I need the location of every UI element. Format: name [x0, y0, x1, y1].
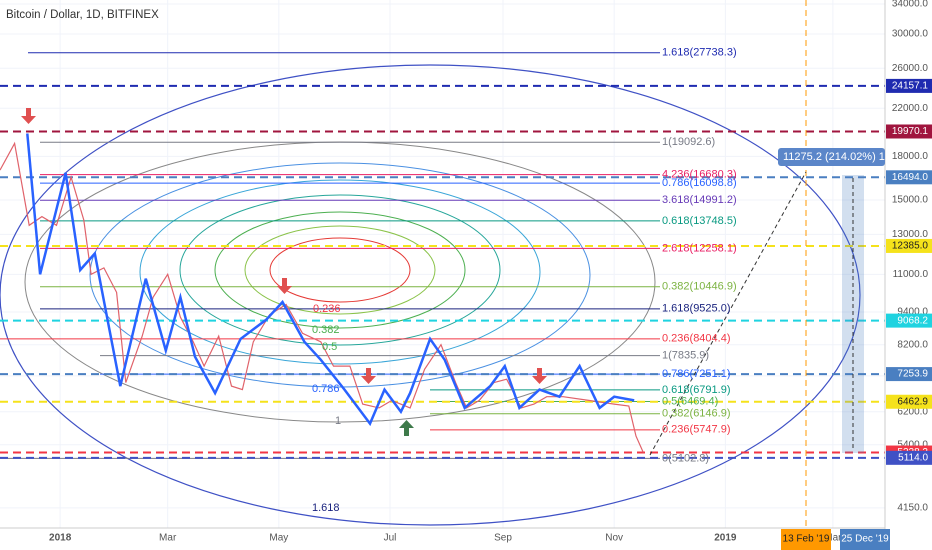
- fib-label: 1.618(9525.0): [662, 303, 731, 315]
- price-tag-label: 6462.9: [897, 396, 928, 407]
- y-tick-label: 6200.0: [897, 406, 928, 417]
- chart-title: Bitcoin / Dollar, 1D, BITFINEX: [6, 9, 159, 21]
- y-tick-label: 13000.0: [892, 229, 929, 240]
- fib-label: 0.618(13748.5): [662, 215, 737, 227]
- measure-box: [778, 148, 885, 166]
- fib-label: 2.618(12258.1): [662, 242, 737, 254]
- price-tag-label: 16494.0: [892, 172, 929, 183]
- y-tick-label: 34000.0: [892, 0, 929, 10]
- measure-label: 11275.2 (214.02%) 1: [783, 151, 885, 163]
- x-tick-label: May: [269, 533, 288, 544]
- y-tick-label: 4150.0: [897, 503, 928, 514]
- fib-label: 0.382(10446.9): [662, 281, 737, 293]
- fib-label: 4.236(16680.3): [662, 169, 737, 181]
- y-tick-label: 18000.0: [892, 151, 929, 162]
- date-tag: [840, 529, 890, 550]
- zigzag-line: [26, 133, 635, 427]
- y-tick-label: 8200.0: [897, 339, 928, 350]
- fib-level-label: 0.236: [313, 303, 341, 315]
- labels: 34000.0 30000.0 26000.0 22000.0 18000.0 15000…: [49, 0, 932, 550]
- price-tag-label: 24157.1: [892, 81, 929, 92]
- fib-label: 0.382(6146.9): [662, 408, 731, 420]
- x-tick-label: Sep: [494, 533, 512, 544]
- price-tag-label: 9068.2: [897, 315, 928, 326]
- y-tick-label: 5400.0: [897, 439, 928, 450]
- price-tag: [886, 238, 932, 253]
- x-tick-label: 2019: [714, 533, 737, 544]
- price-line: [0, 141, 644, 453]
- fib-level-label: 1: [335, 415, 341, 427]
- y-tick-label: 22000.0: [892, 103, 929, 114]
- price-tag: [886, 394, 932, 409]
- price-tag-label: 5114.0: [898, 452, 928, 463]
- fib-label: 0.236(5747.9): [662, 424, 731, 436]
- price-tag: [886, 170, 932, 185]
- date-tag: [781, 529, 831, 550]
- fib-label: 3.618(14991.2): [662, 194, 737, 206]
- x-tick-label: Mar: [159, 533, 177, 544]
- fib-label: 0.786(16098.8): [662, 177, 737, 189]
- date-label: 13 Feb '19: [783, 534, 830, 545]
- price-tag-label: 12385.0: [892, 241, 929, 252]
- price-tag: [886, 313, 932, 328]
- fib-label: 1(19092.6): [662, 136, 715, 148]
- fib-label: 0.618(6791.9): [662, 384, 731, 396]
- fib-label: 1(7835.9): [662, 350, 709, 362]
- drawings: [0, 52, 885, 459]
- grid: [0, 0, 885, 528]
- price-tag-label: 7253.9: [897, 369, 928, 380]
- fib-label: 0.5(6469.4): [662, 395, 718, 407]
- y-tick-label: 30000.0: [892, 29, 929, 40]
- y-tick-label: 26000.0: [892, 63, 929, 74]
- x-tick-label: Jul: [384, 533, 397, 544]
- y-tick-label: 11000.0: [893, 269, 929, 280]
- price-tag: [886, 124, 932, 139]
- fib-label: 0.786(7251.1): [662, 368, 731, 380]
- price-tag: [886, 450, 932, 465]
- y-tick-label: 15000.0: [892, 195, 929, 206]
- fib-level-label: 0.5: [322, 341, 337, 353]
- x-tick-label: Mar: [824, 533, 842, 544]
- fib-level-label: 1.618: [312, 502, 340, 514]
- fib-label: 0(5102.8): [662, 452, 709, 464]
- annotation-lines: [21, 0, 864, 528]
- fib-label: 1.618(27738.3): [662, 47, 737, 59]
- x-tick-label: 2018: [49, 533, 72, 544]
- y-tick-label: 9400.0: [897, 307, 928, 318]
- fib-label: 0.236(8404.4): [662, 333, 731, 345]
- date-label: 25 Dec '19: [841, 534, 889, 545]
- fib-level-label: 0.786: [312, 383, 340, 395]
- x-tick-label: Nov: [605, 533, 623, 544]
- price-tag-label: 19970.1: [892, 126, 929, 137]
- price-tag: [886, 367, 932, 382]
- fib-level-label: 0.382: [312, 324, 340, 336]
- price-tag: [886, 78, 932, 93]
